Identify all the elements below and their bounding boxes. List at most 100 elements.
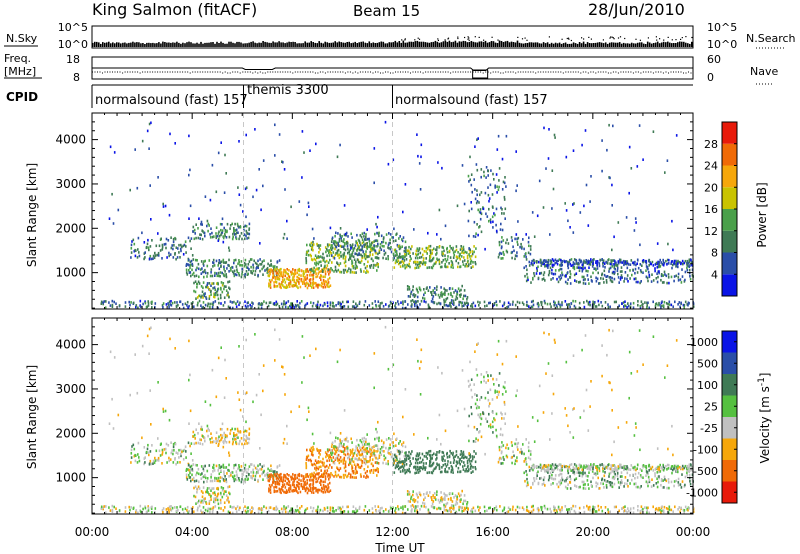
scatter-cell xyxy=(319,283,321,287)
scatter-cell xyxy=(670,303,673,307)
scatter-cell xyxy=(177,508,179,512)
scatter-cell xyxy=(616,269,619,272)
scatter-cell xyxy=(558,269,560,272)
scatter-cell xyxy=(225,285,227,288)
scatter-cell xyxy=(270,468,272,471)
scatter-cell xyxy=(280,472,282,476)
scatter-cell xyxy=(202,506,205,509)
scatter-cell xyxy=(351,243,354,246)
scatter-cell xyxy=(227,263,229,267)
scatter-cell xyxy=(240,275,243,279)
scatter-cell xyxy=(674,300,676,304)
scatter-cell xyxy=(244,300,246,303)
scatter-cell xyxy=(411,299,414,302)
scatter-cell xyxy=(373,468,375,472)
scatter-cell xyxy=(235,510,238,513)
scatter-cell xyxy=(280,283,283,286)
nave-dot xyxy=(237,71,239,73)
scatter-cell xyxy=(555,304,558,307)
scatter-cell xyxy=(438,208,441,212)
scatter-cell xyxy=(365,242,368,245)
nsky-bar xyxy=(588,43,591,47)
scatter-cell xyxy=(224,301,226,304)
scatter-cell xyxy=(250,463,253,466)
nsky-bar xyxy=(202,43,204,47)
scatter-cell xyxy=(561,508,563,512)
scatter-cell xyxy=(577,261,580,265)
scatter-cell xyxy=(280,267,282,271)
scatter-cell xyxy=(275,269,278,273)
scatter-cell xyxy=(349,248,351,252)
scatter-cell xyxy=(675,259,677,263)
nsky-bar xyxy=(254,42,256,47)
scatter-cell xyxy=(303,278,305,282)
scatter-cell xyxy=(238,479,241,482)
scatter-cell xyxy=(146,305,149,308)
scatter-cell xyxy=(375,468,378,472)
scatter-cell xyxy=(401,511,404,515)
scatter-cell xyxy=(329,284,332,287)
scatter-cell xyxy=(173,449,175,452)
scatter-cell xyxy=(222,441,225,445)
scatter-cell xyxy=(340,239,343,243)
scatter-cell xyxy=(274,277,277,281)
nave-dot xyxy=(510,71,512,73)
nsky-bar xyxy=(130,42,132,47)
scatter-cell xyxy=(409,265,411,269)
scatter-cell xyxy=(211,479,214,483)
scatter-cell xyxy=(222,478,225,481)
nave-dot xyxy=(678,71,679,73)
scatter-cell xyxy=(248,473,250,476)
scatter-cell xyxy=(322,473,324,477)
scatter-cell xyxy=(221,217,224,221)
nsky-bar xyxy=(296,43,298,47)
scatter-cell xyxy=(608,123,610,127)
scatter-cell xyxy=(256,266,258,269)
scatter-cell xyxy=(236,270,239,273)
scatter-cell xyxy=(673,261,675,264)
scatter-cell xyxy=(402,507,404,511)
scatter-cell xyxy=(353,271,356,274)
scatter-cell xyxy=(448,304,450,308)
scatter-cell xyxy=(480,168,483,171)
scatter-cell xyxy=(329,475,331,479)
scatter-cell xyxy=(375,305,378,308)
scatter-cell xyxy=(633,229,636,232)
nsky-bar xyxy=(673,43,675,47)
scatter-cell xyxy=(223,466,225,469)
nsky-bar xyxy=(504,41,507,47)
nave-dot xyxy=(662,72,664,74)
scatter-cell xyxy=(250,470,252,474)
scatter-cell xyxy=(212,487,215,490)
scatter-cell xyxy=(520,242,522,246)
scatter-cell xyxy=(316,303,319,306)
scatter-cell xyxy=(475,247,477,250)
scatter-cell xyxy=(268,264,271,267)
nsearch-dot xyxy=(667,36,669,38)
scatter-cell xyxy=(458,505,460,509)
scatter-cell xyxy=(165,451,167,455)
scatter-cell xyxy=(358,507,361,510)
scatter-cell xyxy=(389,241,391,245)
nave-dot xyxy=(550,71,552,73)
scatter-cell xyxy=(228,475,230,478)
scatter-cell xyxy=(224,261,227,264)
nave-dot xyxy=(652,72,654,74)
scatter-cell xyxy=(559,508,561,512)
scatter-cell xyxy=(302,270,305,273)
scatter-cell xyxy=(330,252,332,255)
scatter-cell xyxy=(666,281,668,285)
scatter-cell xyxy=(260,263,263,266)
scatter-cell xyxy=(477,233,479,237)
scatter-cell xyxy=(234,273,237,276)
scatter-cell xyxy=(289,280,292,284)
scatter-cell xyxy=(383,249,385,253)
scatter-cell xyxy=(207,434,209,438)
nave-dot xyxy=(129,71,131,73)
scatter-cell xyxy=(538,508,540,512)
scatter-cell xyxy=(224,153,226,157)
scatter-cell xyxy=(330,246,332,250)
cpid-segment-label: themis 3300 xyxy=(247,83,329,98)
scatter-cell xyxy=(176,301,178,304)
scatter-cell xyxy=(572,261,575,264)
